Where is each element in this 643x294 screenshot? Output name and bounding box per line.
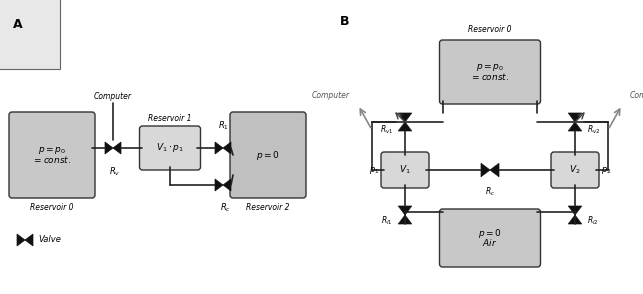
Text: B: B [340, 15, 350, 28]
Text: $R_{v1}$: $R_{v1}$ [379, 124, 393, 136]
Text: Valve: Valve [38, 235, 61, 245]
FancyBboxPatch shape [440, 209, 541, 267]
Text: $p = 0$: $p = 0$ [478, 227, 502, 240]
Polygon shape [568, 215, 582, 224]
Text: $p = 0$: $p = 0$ [256, 148, 280, 161]
Polygon shape [398, 122, 412, 131]
Text: Reservoir 0: Reservoir 0 [30, 203, 74, 212]
Text: $R_{l1}$: $R_{l1}$ [381, 215, 393, 227]
Text: $V_1$: $V_1$ [399, 164, 411, 176]
Text: $Air$: $Air$ [482, 237, 498, 248]
Text: $R_{l2}$: $R_{l2}$ [587, 215, 599, 227]
Polygon shape [398, 215, 412, 224]
Text: $R_{v2}$: $R_{v2}$ [587, 124, 601, 136]
Polygon shape [568, 113, 582, 122]
Text: Reservoir 2: Reservoir 2 [246, 203, 290, 212]
Polygon shape [398, 206, 412, 215]
Text: Reservoir 1: Reservoir 1 [149, 114, 192, 123]
Text: $R_c$: $R_c$ [219, 201, 230, 213]
Text: Computer: Computer [94, 92, 132, 101]
Text: $V_2$: $V_2$ [569, 164, 581, 176]
Polygon shape [105, 142, 113, 154]
Polygon shape [568, 122, 582, 131]
Polygon shape [223, 142, 231, 154]
FancyBboxPatch shape [381, 152, 429, 188]
Text: $R_1$: $R_1$ [217, 119, 228, 132]
Polygon shape [215, 142, 223, 154]
FancyBboxPatch shape [230, 112, 306, 198]
Text: $p_2$: $p_2$ [601, 165, 611, 176]
Text: $R_v$: $R_v$ [109, 166, 121, 178]
Polygon shape [223, 179, 231, 191]
Polygon shape [398, 113, 412, 122]
Text: $p = p_0$: $p = p_0$ [38, 145, 66, 156]
Text: $=const.$: $=const.$ [471, 71, 510, 82]
FancyBboxPatch shape [440, 40, 541, 104]
Text: $V_1 \cdot p_1$: $V_1 \cdot p_1$ [156, 141, 184, 155]
Text: $p_1$: $p_1$ [368, 165, 379, 176]
Polygon shape [568, 206, 582, 215]
FancyBboxPatch shape [551, 152, 599, 188]
Text: $=const.$: $=const.$ [32, 154, 71, 165]
Polygon shape [113, 142, 121, 154]
FancyBboxPatch shape [140, 126, 201, 170]
Polygon shape [25, 234, 33, 246]
Polygon shape [490, 163, 499, 177]
Text: $R_c$: $R_c$ [485, 186, 495, 198]
Text: A: A [14, 18, 23, 31]
Text: $p = p_0$: $p = p_0$ [476, 62, 504, 73]
Polygon shape [17, 234, 25, 246]
Polygon shape [215, 179, 223, 191]
Text: Reservoir 0: Reservoir 0 [468, 25, 512, 34]
Text: Computer: Computer [312, 91, 350, 100]
Polygon shape [481, 163, 490, 177]
FancyBboxPatch shape [9, 112, 95, 198]
Text: Computer: Computer [630, 91, 643, 100]
